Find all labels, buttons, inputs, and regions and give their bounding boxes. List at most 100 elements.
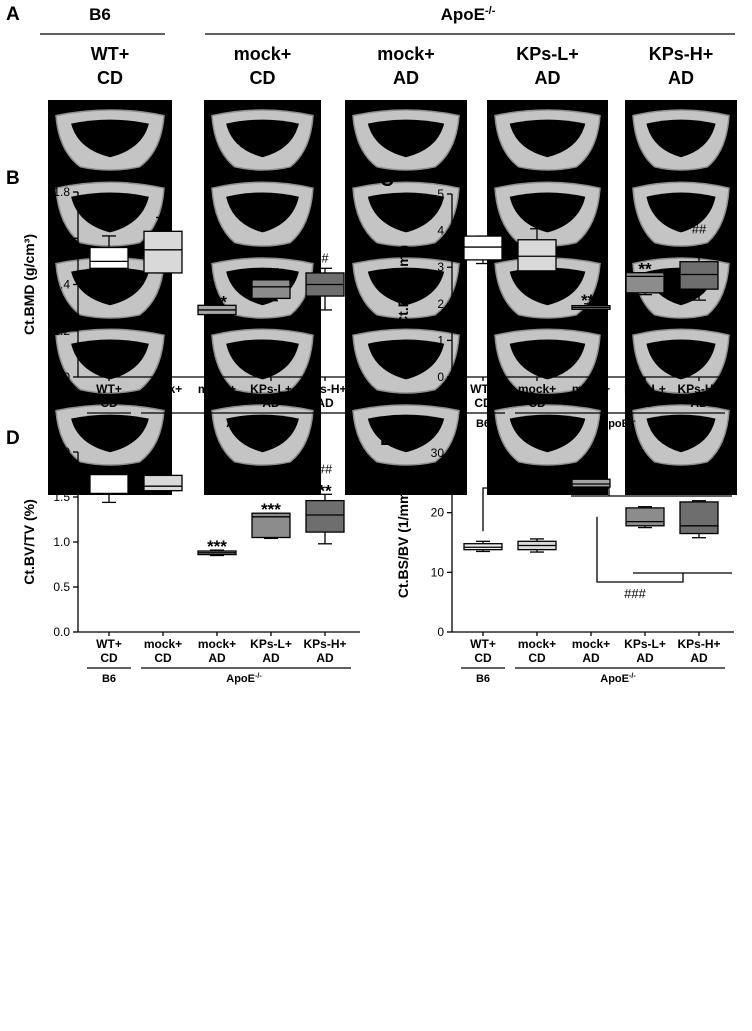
significance-mark: # [321, 250, 329, 265]
marrow-cavity [646, 414, 716, 453]
label-line: AD [208, 396, 226, 410]
x-tick-label: KPs-H+ AD [677, 637, 720, 665]
box [625, 272, 665, 294]
significance-mark: *** [581, 291, 601, 310]
panel-letter: E [380, 429, 393, 450]
label-sup: -/- [485, 5, 496, 17]
label-line: KPs-H+ [303, 637, 346, 651]
panel-letter: D [6, 428, 20, 449]
column-label: mock+ AD [377, 44, 435, 88]
label-line: KPs-L+ [624, 637, 666, 651]
y-tick-label: 1.0 [53, 535, 70, 549]
label-line: AD [393, 68, 419, 88]
y-tick-label: 1.4 [53, 278, 70, 292]
marrow-cavity [509, 414, 586, 453]
label-line: mock+ [377, 44, 435, 64]
column-label: WT+ CD [91, 44, 130, 88]
x-tick-label: KPs-H+ AD [303, 637, 346, 665]
label-line: CD [528, 651, 546, 665]
label-text: ApoE [441, 5, 485, 24]
box [89, 246, 129, 269]
y-axis-label: Ct.BV/TV (%) [21, 499, 37, 585]
marrow-cavity [509, 192, 586, 233]
label-line: CD [474, 396, 492, 410]
y-tick-label: 20 [431, 506, 445, 520]
label-line: KPs-H+ [649, 44, 714, 64]
label-line: AD [208, 651, 226, 665]
significance-bracket [482, 487, 610, 532]
label-line: AD [535, 68, 561, 88]
label-line: KPs-H+ [677, 637, 720, 651]
x-tick-label: KPs-H+ AD [677, 382, 720, 410]
x-tick-label: KPs-L+ AD [624, 637, 666, 665]
marrow-cavity [71, 414, 149, 453]
x-tick-label: mock+ CD [518, 382, 556, 410]
group-header: B6 [89, 5, 111, 24]
x-tick-label: mock+ AD [198, 637, 236, 665]
x-tick-label: WT+ CD [470, 382, 496, 410]
box [251, 279, 291, 300]
y-tick-label: 2.0 [53, 445, 70, 459]
label-line: KPs-L+ [250, 637, 292, 651]
label-text: B6 [102, 673, 116, 685]
column-label: KPs-H+ AD [649, 44, 714, 88]
marrow-cavity [646, 339, 716, 380]
significance-mark: *# [263, 265, 280, 284]
label-line: AD [636, 651, 654, 665]
x-tick-label: WT+ CD [96, 382, 122, 410]
significance-mark: ## [318, 461, 333, 476]
significance-mark: ### [624, 586, 646, 601]
y-tick-label: 0.5 [53, 580, 70, 594]
y-tick-label: 2 [437, 297, 444, 311]
y-tick-label: 1.8 [53, 185, 70, 199]
x-tick-label: mock+ AD [198, 382, 236, 410]
label-line: AD [668, 68, 694, 88]
label-line: mock+ [572, 382, 610, 396]
label-line: AD [582, 396, 600, 410]
marrow-cavity [509, 339, 586, 380]
label-text: ApoE [226, 418, 255, 430]
label-sup: -/- [629, 672, 636, 680]
y-tick-label: 1 [437, 333, 444, 347]
label-line: AD [262, 651, 280, 665]
label-line: mock+ [518, 637, 556, 651]
y-tick-label: 4 [437, 224, 444, 238]
label-line: AD [316, 651, 334, 665]
marrow-cavity [226, 339, 299, 380]
significance-mark: * [696, 241, 703, 260]
y-tick-label: 1.2 [53, 324, 70, 338]
group-label: ApoE-/- [600, 417, 636, 430]
y-tick-label: 0 [437, 625, 444, 639]
group-label: B6 [476, 673, 490, 685]
label-line: AD [636, 396, 654, 410]
y-axis-label: Ct.BV (mm³) [395, 245, 411, 326]
box [517, 239, 557, 272]
label-text: ApoE [226, 673, 255, 685]
box [143, 474, 183, 492]
significance-mark: ## [692, 221, 707, 236]
label-text: ApoE [600, 673, 629, 685]
x-tick-label: mock+ CD [518, 637, 556, 665]
label-line: WT+ [470, 382, 496, 396]
marrow-cavity [226, 192, 299, 233]
y-axis-label: Ct.BMD (g/cm³) [21, 234, 37, 335]
y-tick-label: 30 [431, 446, 445, 460]
x-tick-label: KPs-L+ AD [250, 637, 292, 665]
panel-letter: B [6, 168, 20, 189]
label-line: mock+ [234, 44, 292, 64]
label-line: WT+ [470, 637, 496, 651]
label-line: AD [316, 396, 334, 410]
marrow-cavity [71, 119, 149, 158]
marrow-cavity [367, 192, 445, 233]
y-tick-label: 5 [437, 187, 444, 201]
marrow-cavity [71, 192, 149, 233]
box [679, 261, 719, 290]
marrow-cavity [226, 414, 299, 453]
group-label: ApoE-/- [226, 672, 262, 685]
significance-mark: *** [261, 500, 281, 519]
label-line: CD [97, 68, 123, 88]
marrow-cavity [509, 267, 586, 306]
marrow-cavity [367, 267, 445, 306]
significance-mark: ** [318, 481, 332, 500]
